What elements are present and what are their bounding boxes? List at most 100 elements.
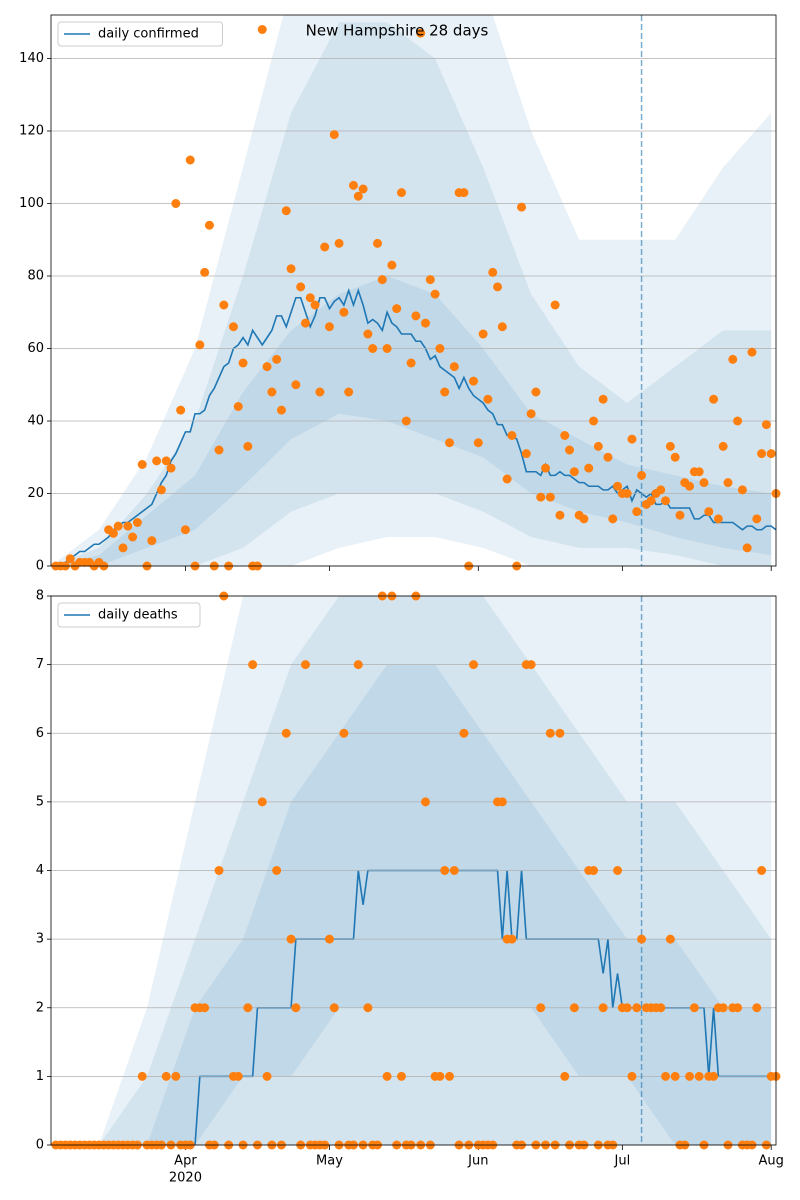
y-tick-label: 2 [36,1000,44,1015]
data-point [300,660,310,670]
data-point [363,1003,373,1013]
data-point [401,416,411,426]
data-point [675,510,685,520]
data-point [296,282,306,292]
data-point [387,260,397,270]
data-point [661,496,671,506]
data-point [507,934,517,944]
y-tick-label: 5 [36,794,44,809]
data-point [536,492,546,502]
data-point [656,1003,666,1013]
data-point [156,485,166,495]
data-point [166,463,176,473]
data-point [545,492,555,502]
data-point [478,329,488,339]
data-point [161,1071,171,1081]
x-tick-label: Aug [759,1154,784,1169]
data-point [555,728,565,738]
y-tick-label: 4 [36,863,44,878]
data-point [627,1071,637,1081]
data-point [257,797,267,807]
band [51,22,772,566]
data-point [550,300,560,310]
data-point [176,405,186,415]
data-point [65,554,75,564]
x-tick-label: Jul [614,1154,631,1169]
data-point [161,456,171,466]
data-point [718,1003,728,1013]
data-point [113,521,123,531]
y-tick-label: 7 [36,657,44,672]
data-point [382,1071,392,1081]
data-point [560,431,570,440]
data-point [497,797,507,807]
data-point [195,340,205,350]
data-point [632,507,642,517]
legend-box [57,602,201,628]
data-point [449,362,459,372]
data-point [593,441,603,451]
data-point [766,449,776,459]
data-point [435,1071,445,1081]
x-year-label: 2020 [169,1171,202,1186]
data-point [560,1071,570,1081]
data-point [300,318,310,328]
data-point [276,405,286,415]
data-point [171,199,181,208]
y-tick-label: 8 [36,589,44,604]
data-point [358,184,368,194]
data-point [589,866,599,875]
y-tick-label: 140 [19,51,44,66]
data-point [267,387,277,397]
data-point [622,489,632,498]
data-point [123,521,133,531]
data-point [353,191,363,201]
data-point [118,543,128,553]
data-point [108,528,118,538]
data-point [421,318,431,328]
x-tick-label: Apr [174,1154,197,1169]
data-point [699,478,709,488]
data-point [646,496,656,506]
data-point [200,267,210,277]
data-point [348,180,358,190]
data-point [324,934,334,944]
data-point [521,449,531,459]
data-point [752,1003,762,1013]
data-point [694,467,704,477]
data-point [137,460,147,469]
data-point [718,441,728,451]
data-point [214,445,224,455]
data-point [459,728,469,738]
y-tick-label: 40 [27,414,44,429]
data-point [555,510,565,520]
data-point [281,728,291,738]
data-point [627,434,637,444]
data-point [565,445,575,455]
legend-box [57,21,223,47]
data-point [665,441,675,451]
data-point [761,420,771,430]
data-point [382,344,392,353]
data-point [589,416,599,426]
y-tick-label: 0 [36,559,44,574]
data-point [742,543,752,553]
data-point [257,25,267,34]
data-point [526,660,536,670]
data-point [502,474,512,484]
y-tick-label: 3 [36,932,44,947]
data-point [262,1071,272,1081]
data-point [262,362,272,372]
plot-frame [50,14,777,567]
data-point [473,438,483,448]
data-point [689,1003,699,1013]
data-point [377,275,387,285]
data-point [128,532,138,542]
data-point [344,387,354,397]
y-tick-label: 60 [27,341,44,356]
data-point [152,456,162,466]
data-point [757,449,767,459]
data-point [180,525,190,535]
plot-area [51,15,776,566]
